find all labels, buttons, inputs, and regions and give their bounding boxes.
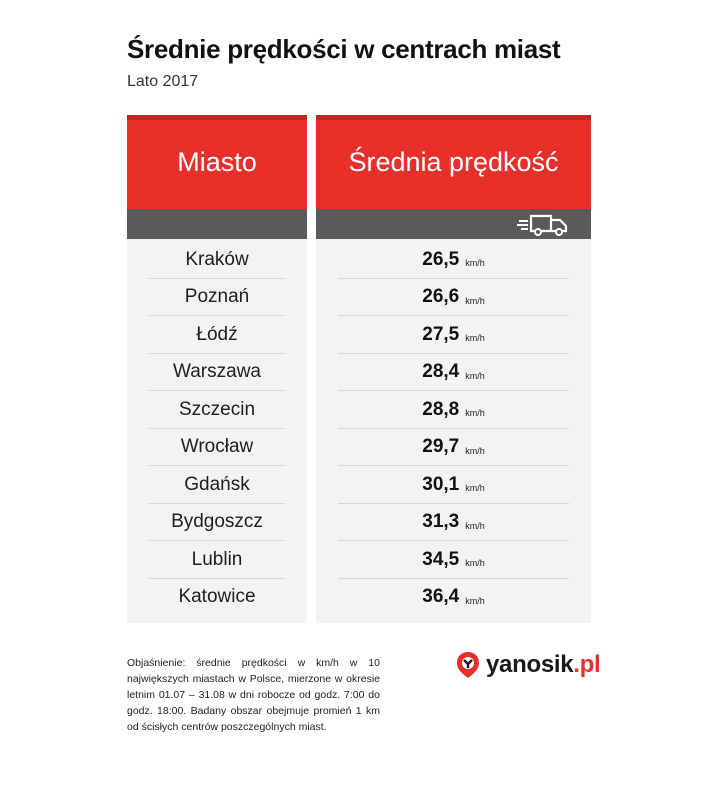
city-column-header: Miasto — [127, 115, 307, 209]
speed-rows: 26,5 km/h 26,6 km/h 27,5 km/h 28,4 km/h 28,8 km/h… — [316, 239, 591, 616]
speed-column-header: Średnia prędkość — [316, 115, 591, 209]
speed-row: 26,5 km/h — [316, 241, 591, 279]
speed-value: 28,4 — [422, 361, 460, 383]
speed-unit: km/h — [465, 520, 485, 531]
city-name: Warszawa — [173, 361, 261, 383]
city-name: Szczecin — [178, 398, 256, 420]
city-row: Warszawa — [127, 354, 307, 392]
city-column-subbar — [127, 209, 307, 239]
city-row: Lublin — [127, 541, 307, 579]
speed-unit: km/h — [465, 558, 485, 569]
speed-value: 28,8 — [422, 398, 460, 420]
city-row: Wrocław — [127, 429, 307, 467]
speed-value: 26,5 — [422, 248, 460, 270]
city-row: Łódź — [127, 316, 307, 354]
city-row: Kraków — [127, 241, 307, 279]
speed-unit: km/h — [465, 408, 485, 419]
speed-unit: km/h — [465, 258, 485, 269]
speed-value: 31,3 — [422, 511, 460, 533]
speed-row: 27,5 km/h — [316, 316, 591, 354]
yanosik-logo-icon — [457, 652, 479, 678]
logo-name: yanosik — [486, 651, 574, 678]
city-column: Miasto Kraków Poznań Łódź Warszawa Szczecin W… — [127, 115, 307, 623]
page-subtitle: Lato 2017 — [127, 73, 199, 90]
city-name: Katowice — [178, 586, 256, 608]
speed-value: 26,6 — [422, 286, 460, 308]
page-title: Średnie prędkości w centrach miast — [127, 34, 561, 64]
speed-column: Średnia prędkość 26,5 km/h 26,6 km/h 27,5 km/… — [316, 115, 591, 623]
logo-text: yanosik.pl — [486, 651, 601, 679]
explanation-note: Objaśnienie: średnie prędkości w km/h w … — [127, 657, 380, 733]
city-row: Katowice — [127, 579, 307, 617]
speed-row: 28,8 km/h — [316, 391, 591, 429]
speed-row: 31,3 km/h — [316, 504, 591, 542]
speed-row: 29,7 km/h — [316, 429, 591, 467]
city-name: Poznań — [184, 286, 250, 308]
speed-unit: km/h — [465, 595, 485, 606]
speed-row: 34,5 km/h — [316, 541, 591, 579]
speed-unit: km/h — [465, 295, 485, 306]
speed-header-label: Średnia prędkość — [348, 146, 559, 177]
city-row: Bydgoszcz — [127, 504, 307, 542]
delivery-truck-icon — [517, 214, 568, 236]
speed-unit: km/h — [465, 370, 485, 381]
speed-unit: km/h — [465, 333, 485, 344]
speed-row: 26,6 km/h — [316, 279, 591, 317]
city-name: Gdańsk — [184, 473, 250, 495]
speed-value: 36,4 — [422, 586, 460, 608]
speed-row: 36,4 km/h — [316, 579, 591, 617]
speed-row: 28,4 km/h — [316, 354, 591, 392]
city-row: Gdańsk — [127, 466, 307, 504]
speed-column-subbar — [316, 209, 591, 239]
city-rows: Kraków Poznań Łódź Warszawa Szczecin Wrocław G… — [127, 239, 307, 616]
city-name: Wrocław — [180, 436, 254, 458]
city-name: Lublin — [191, 548, 243, 570]
speed-value: 34,5 — [422, 548, 460, 570]
city-name: Kraków — [185, 248, 249, 270]
speed-value: 30,1 — [422, 473, 460, 495]
speed-value: 29,7 — [422, 436, 460, 458]
city-name: Łódź — [196, 323, 238, 345]
city-name: Bydgoszcz — [171, 511, 263, 533]
speed-unit: km/h — [465, 483, 485, 494]
city-row: Poznań — [127, 279, 307, 317]
speed-row: 30,1 km/h — [316, 466, 591, 504]
logo-suffix: .pl — [573, 651, 601, 678]
speed-unit: km/h — [465, 445, 485, 456]
city-row: Szczecin — [127, 391, 307, 429]
city-header-label: Miasto — [177, 146, 257, 177]
speed-value: 27,5 — [422, 323, 460, 345]
yanosik-logo: yanosik.pl — [455, 650, 601, 680]
